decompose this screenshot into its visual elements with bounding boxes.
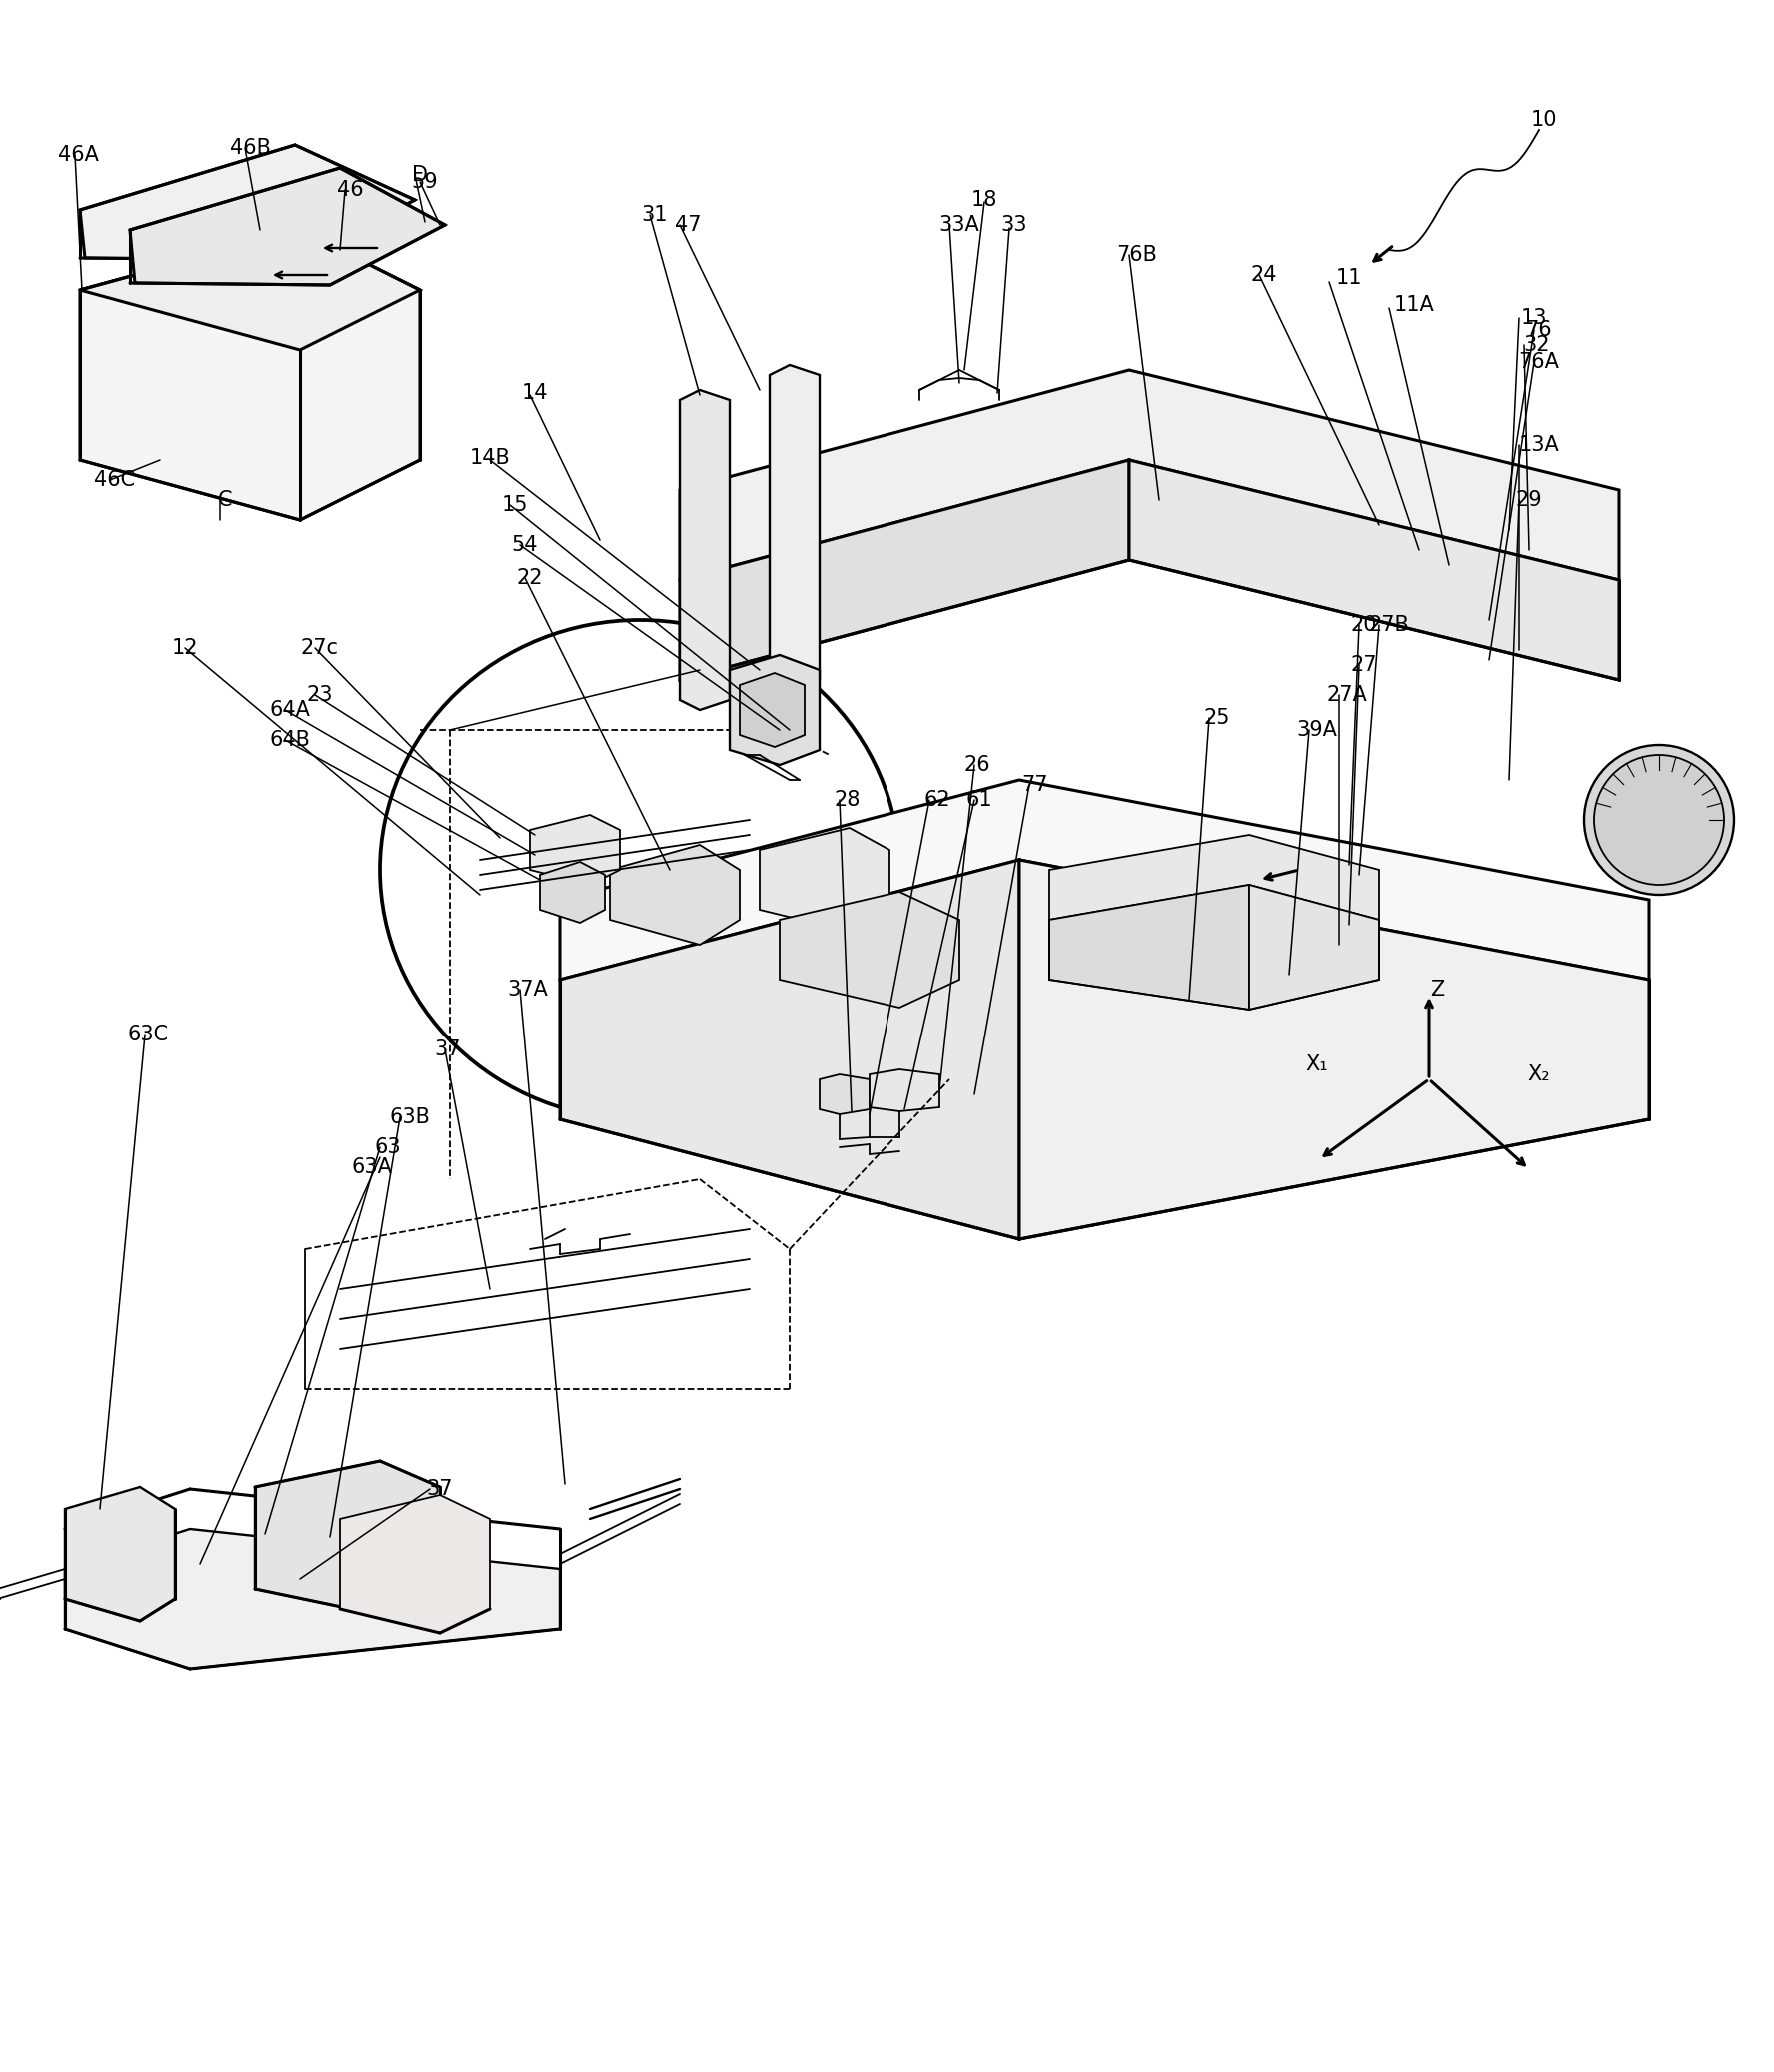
Text: 28: 28: [834, 789, 860, 810]
Text: 47: 47: [674, 215, 701, 234]
Text: Z: Z: [1430, 980, 1444, 999]
Text: 24: 24: [1251, 265, 1277, 284]
Circle shape: [1584, 744, 1733, 895]
Polygon shape: [1050, 835, 1378, 920]
Text: 14: 14: [522, 383, 548, 402]
Polygon shape: [679, 369, 1620, 580]
Text: 33A: 33A: [938, 215, 979, 234]
Text: 59: 59: [412, 172, 438, 193]
Text: 63A: 63A: [351, 1158, 392, 1177]
Text: 63B: 63B: [389, 1106, 431, 1127]
Text: 13: 13: [1520, 309, 1547, 327]
Polygon shape: [80, 145, 415, 259]
Text: X₁: X₁: [1306, 1055, 1329, 1075]
Polygon shape: [729, 655, 820, 765]
Text: 22: 22: [516, 568, 543, 588]
Text: 27B: 27B: [1370, 615, 1410, 634]
Polygon shape: [779, 891, 960, 1007]
Text: 27c: 27c: [302, 638, 339, 657]
Polygon shape: [770, 365, 820, 690]
Polygon shape: [740, 673, 805, 746]
Text: 29: 29: [1515, 489, 1542, 510]
Text: 15: 15: [502, 495, 529, 514]
Text: 39A: 39A: [1297, 719, 1338, 740]
Polygon shape: [1050, 885, 1249, 1009]
Text: 27: 27: [1352, 655, 1377, 675]
Polygon shape: [530, 814, 619, 885]
Text: 37A: 37A: [507, 980, 548, 999]
Text: 77: 77: [1022, 775, 1048, 796]
Text: 76: 76: [1526, 319, 1552, 340]
Polygon shape: [759, 827, 889, 932]
Text: 46B: 46B: [229, 139, 270, 157]
Text: 33: 33: [1001, 215, 1027, 234]
Text: 20: 20: [1352, 615, 1377, 634]
Text: 46: 46: [337, 180, 364, 199]
Text: 26: 26: [963, 754, 990, 775]
Polygon shape: [539, 862, 605, 922]
Text: 13A: 13A: [1519, 435, 1559, 454]
Text: 31: 31: [642, 205, 667, 226]
Polygon shape: [255, 1461, 440, 1616]
Text: 46C: 46C: [94, 470, 135, 489]
Text: 27A: 27A: [1327, 684, 1368, 704]
Text: 76B: 76B: [1118, 244, 1158, 265]
Text: 62: 62: [924, 789, 951, 810]
Text: 76A: 76A: [1519, 352, 1559, 371]
Text: 11: 11: [1336, 267, 1362, 288]
Text: 63: 63: [374, 1138, 401, 1158]
Text: 37: 37: [435, 1040, 461, 1059]
Text: 32: 32: [1524, 336, 1550, 354]
Polygon shape: [80, 230, 420, 520]
Polygon shape: [130, 168, 445, 284]
Text: 11A: 11A: [1394, 294, 1435, 315]
Text: 25: 25: [1205, 709, 1231, 727]
Text: 64A: 64A: [270, 700, 310, 719]
Text: 10: 10: [1531, 110, 1558, 131]
Polygon shape: [679, 460, 1130, 680]
Polygon shape: [820, 1075, 869, 1115]
Polygon shape: [80, 230, 420, 350]
Polygon shape: [341, 1496, 490, 1633]
Polygon shape: [679, 390, 729, 709]
Text: 18: 18: [972, 191, 997, 209]
Polygon shape: [1249, 885, 1378, 1009]
Polygon shape: [610, 845, 740, 945]
Text: 61: 61: [967, 789, 993, 810]
Text: 46A: 46A: [57, 145, 98, 166]
Text: 23: 23: [307, 684, 334, 704]
Polygon shape: [869, 1069, 940, 1111]
Polygon shape: [559, 779, 1650, 980]
Text: 12: 12: [172, 638, 199, 657]
Polygon shape: [66, 1488, 176, 1620]
Text: D: D: [412, 166, 428, 184]
Text: 54: 54: [511, 535, 538, 555]
Text: X₂: X₂: [1527, 1065, 1550, 1084]
Polygon shape: [559, 860, 1020, 1239]
Text: 37: 37: [426, 1479, 452, 1500]
Polygon shape: [1130, 460, 1620, 680]
Text: 14B: 14B: [470, 448, 511, 468]
Polygon shape: [66, 1529, 559, 1670]
Circle shape: [1542, 528, 1586, 572]
Polygon shape: [1020, 860, 1650, 1239]
Circle shape: [1595, 754, 1724, 885]
Text: 64B: 64B: [270, 729, 310, 750]
Text: 63C: 63C: [128, 1024, 169, 1044]
Text: C: C: [218, 489, 232, 510]
